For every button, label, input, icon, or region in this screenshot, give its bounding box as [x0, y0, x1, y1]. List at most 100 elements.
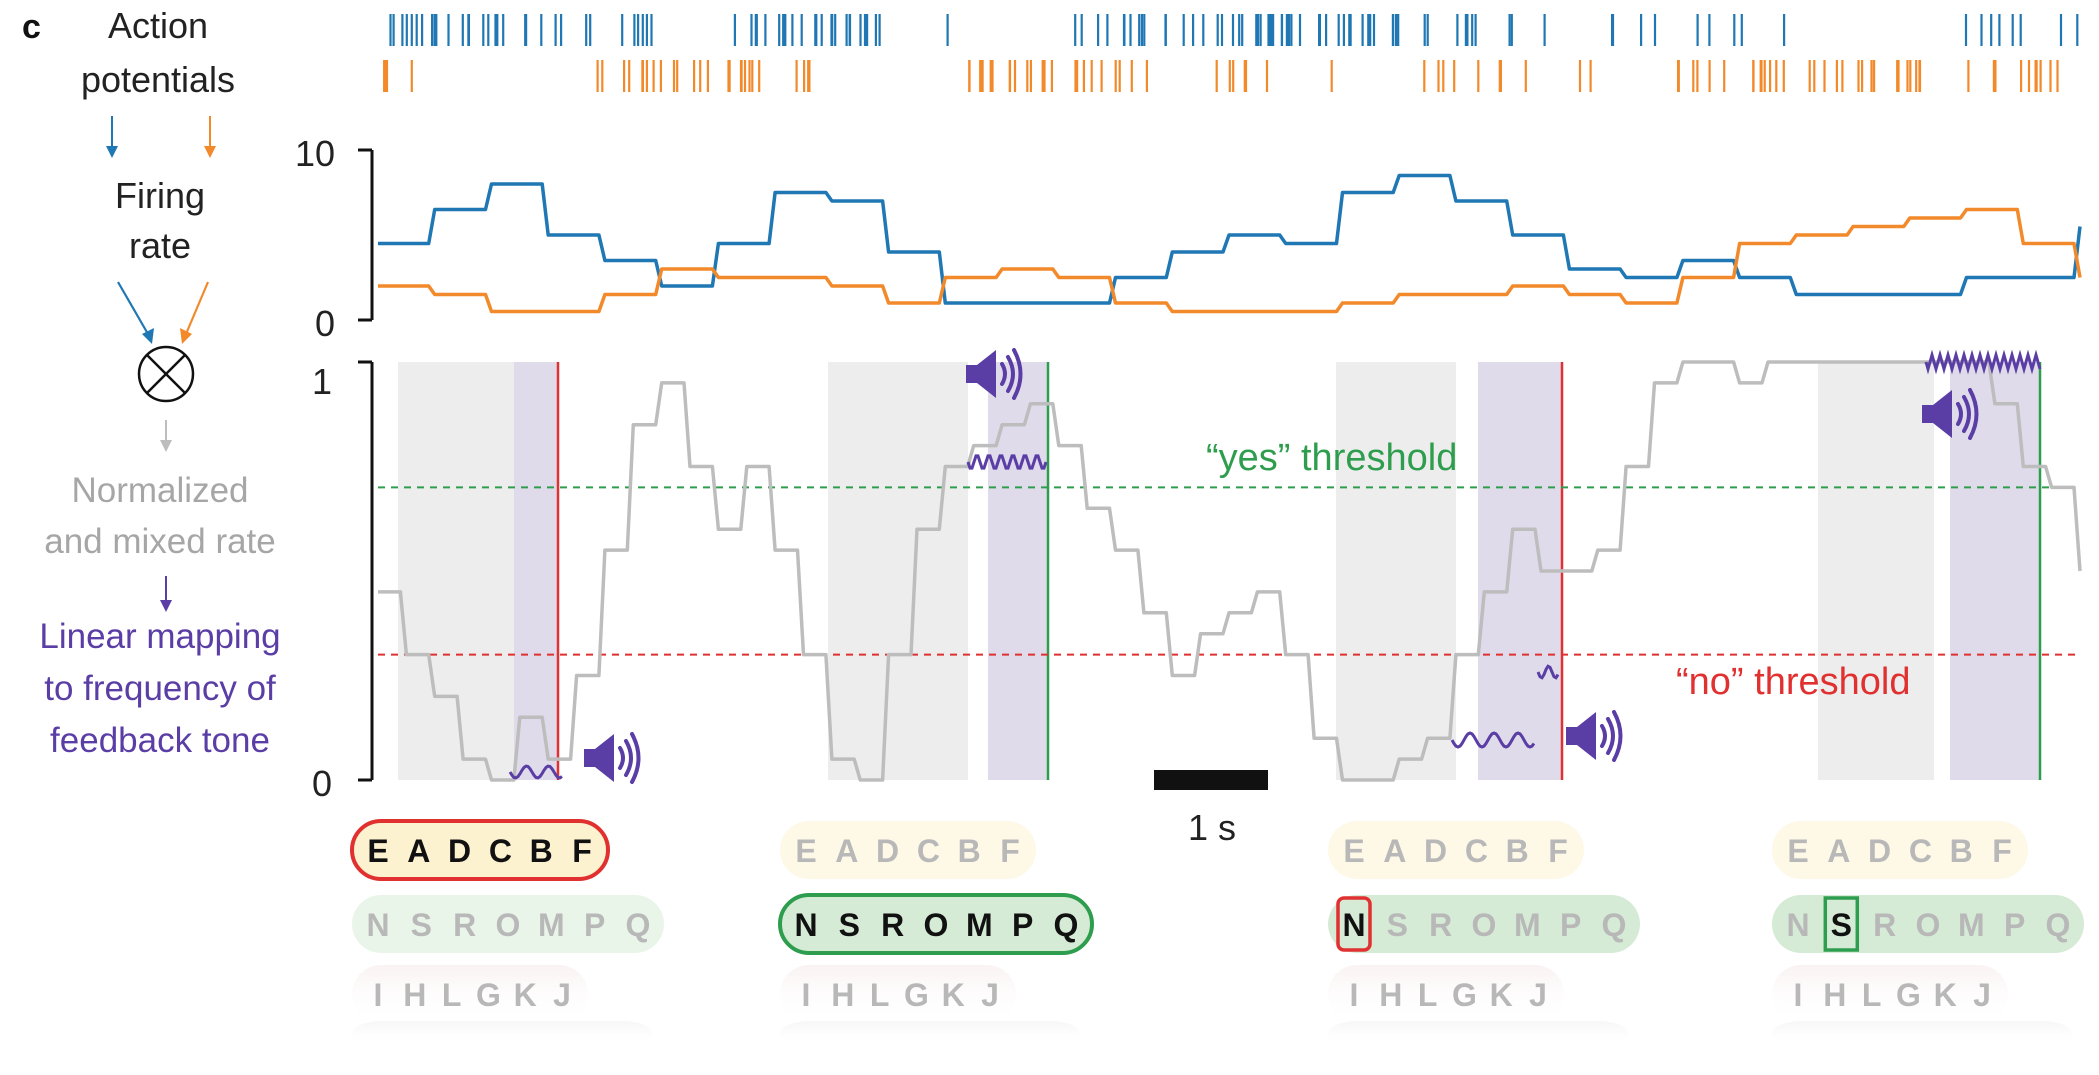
normalized-axis — [358, 360, 374, 782]
letter-I: I — [374, 977, 383, 1013]
letter-H: H — [831, 977, 854, 1013]
trial-bands — [398, 362, 2040, 780]
purple-band-1 — [514, 362, 558, 780]
letter-R: R — [453, 907, 476, 943]
letter-Q: Q — [626, 907, 651, 943]
letter-K: K — [514, 977, 537, 1013]
speaker-icon — [584, 732, 641, 784]
letter-L: L — [870, 977, 890, 1013]
letter-E: E — [795, 833, 816, 869]
letter-S: S — [1831, 907, 1852, 943]
letter-Q: Q — [1054, 907, 1079, 943]
tone-wave — [1924, 349, 2042, 375]
letter-H: H — [403, 977, 426, 1013]
letter-N: N — [1786, 907, 1809, 943]
letter-H: H — [1823, 977, 1846, 1013]
letter-S: S — [411, 907, 432, 943]
letter-O: O — [496, 907, 521, 943]
letter-I: I — [1794, 977, 1803, 1013]
letter-G: G — [904, 977, 929, 1013]
letter-C: C — [917, 833, 940, 869]
letter-group-panel: E A D C B F N S R O M P Q I H L G K J — [778, 821, 1094, 1047]
letter-M: M — [966, 907, 993, 943]
letter-row-bg — [352, 1021, 652, 1047]
letter-row-bg — [1772, 965, 2008, 1023]
selected-letter-box — [1336, 896, 1372, 952]
letter-B: B — [1506, 833, 1529, 869]
letter-F: F — [1000, 833, 1020, 869]
firing-rate-line-neuron-2 — [378, 207, 2082, 314]
letter-row-bg — [1328, 1021, 1628, 1047]
firing-axis-bottom-label: 0 — [315, 303, 335, 344]
rate-to-mix-arrows — [117, 281, 210, 344]
scale-bar-label: 1 s — [1188, 807, 1236, 848]
norm-to-tone-arrow — [160, 576, 172, 612]
tensor-product-icon — [137, 345, 195, 403]
grey-band-1 — [398, 362, 516, 780]
no-threshold-label: “no” threshold — [1676, 661, 1910, 703]
normalized-label-2: and mixed rate — [44, 522, 276, 561]
letter-K: K — [1490, 977, 1513, 1013]
linear-mapping-label-2: to frequency of — [44, 669, 276, 708]
letter-D: D — [1424, 833, 1447, 869]
letter-B: B — [1950, 833, 1973, 869]
letter-A: A — [1827, 833, 1850, 869]
letter-L: L — [1862, 977, 1882, 1013]
letter-G: G — [1452, 977, 1477, 1013]
letter-F: F — [1548, 833, 1568, 869]
letter-I: I — [802, 977, 811, 1013]
letter-B: B — [958, 833, 981, 869]
letter-row-bg — [778, 893, 1094, 955]
normalized-label-1: Normalized — [72, 471, 249, 510]
action-potentials-label-1: Action — [108, 5, 208, 46]
letter-Q: Q — [2046, 907, 2071, 943]
normalized-rate-line — [378, 360, 2082, 782]
letter-C: C — [489, 833, 512, 869]
norm-axis-top-label: 1 — [312, 361, 332, 402]
letter-E: E — [1787, 833, 1808, 869]
letter-row-bg — [1328, 821, 1584, 879]
letter-D: D — [876, 833, 899, 869]
letter-B: B — [530, 833, 553, 869]
decision-lines — [556, 362, 2042, 780]
firing-rate-label-1: Firing — [115, 175, 205, 216]
letter-row-bg — [780, 965, 1016, 1023]
linear-mapping-label-1: Linear mapping — [39, 617, 280, 656]
letter-A: A — [407, 833, 430, 869]
letter-N: N — [1342, 907, 1365, 943]
letter-H: H — [1379, 977, 1402, 1013]
linear-mapping-label-3: feedback tone — [50, 721, 270, 760]
tone-wave — [508, 764, 563, 780]
ap-to-rate-arrows — [106, 116, 216, 158]
firing-rate-axis — [358, 148, 374, 322]
grey-band-2 — [828, 362, 968, 780]
panel-label: c — [22, 8, 41, 46]
letter-M: M — [1514, 907, 1541, 943]
tone-wave — [966, 454, 1048, 470]
letter-M: M — [1958, 907, 1985, 943]
letter-row-bg — [352, 965, 588, 1023]
letter-row-bg — [780, 821, 1036, 879]
letter-C: C — [1465, 833, 1488, 869]
purple-band-4 — [1950, 362, 2040, 780]
letter-row-bg — [1328, 895, 1640, 953]
yes-threshold-label: “yes” threshold — [1206, 437, 1457, 479]
letter-E: E — [1343, 833, 1364, 869]
letter-J: J — [981, 977, 999, 1013]
speaker-icon — [1566, 710, 1623, 762]
letter-L: L — [442, 977, 462, 1013]
letter-O: O — [1916, 907, 1941, 943]
letter-row-bg — [1772, 821, 2028, 879]
letter-group-panel: E A D C B F N S R O M P Q I H L G K J — [1772, 821, 2084, 1047]
firing-rate-label-2: rate — [129, 225, 191, 266]
letter-S: S — [839, 907, 860, 943]
letter-P: P — [1012, 907, 1033, 943]
letter-R: R — [881, 907, 904, 943]
letter-row-bg — [352, 895, 664, 953]
letter-P: P — [2004, 907, 2025, 943]
norm-axis-bottom-label: 0 — [312, 763, 332, 804]
letter-S: S — [1387, 907, 1408, 943]
selected-letter-box — [1823, 896, 1860, 952]
letter-D: D — [1868, 833, 1891, 869]
purple-band-2 — [988, 362, 1048, 780]
